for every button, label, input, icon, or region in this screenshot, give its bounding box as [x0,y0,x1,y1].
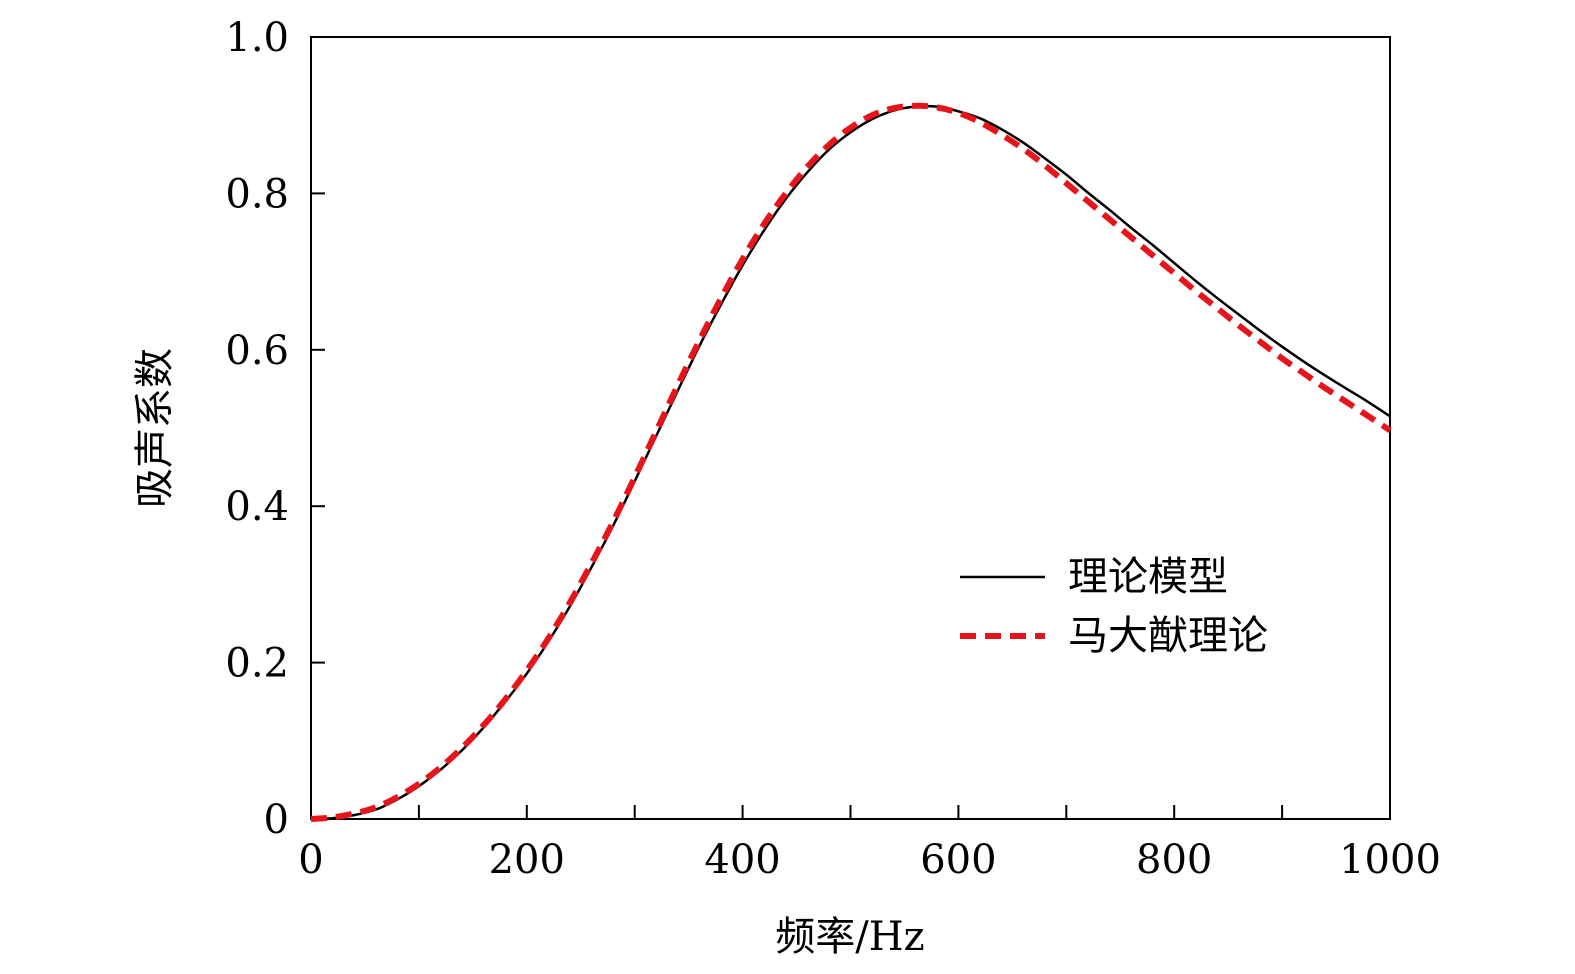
y-tick-label: 0.8 [225,171,289,217]
legend-label-maday: 马大猷理论 [1068,613,1268,659]
tick-labels-layer: 0 200 400 600 800 1000 0 0.2 0.4 0.6 0.8 1.0 [225,15,1441,883]
y-tick-label: 0.2 [225,641,289,687]
legend: 理论模型 马大猷理论 [960,554,1268,659]
x-tick-label: 0 [298,837,323,883]
x-tick-label: 200 [489,837,565,883]
x-tick-label: 600 [920,837,996,883]
y-tick-label: 0.6 [225,328,289,374]
x-tick-label: 400 [704,837,780,883]
x-tick-label: 800 [1136,837,1212,883]
x-axis-label: 频率/Hz [775,914,924,960]
series-layer [310,102,1392,822]
y-axis-label: 吸声系数 [132,348,178,508]
series-line-model [310,104,1391,821]
y-tick-label: 1.0 [225,15,289,61]
ticks-layer [310,36,1391,820]
y-tick-label: 0.4 [225,484,289,530]
series-line-maday [310,102,1392,822]
plot-frame [310,36,1391,820]
legend-label-model: 理论模型 [1068,554,1228,600]
y-tick-label: 0 [264,797,289,843]
x-tick-label: 1000 [1339,837,1441,883]
